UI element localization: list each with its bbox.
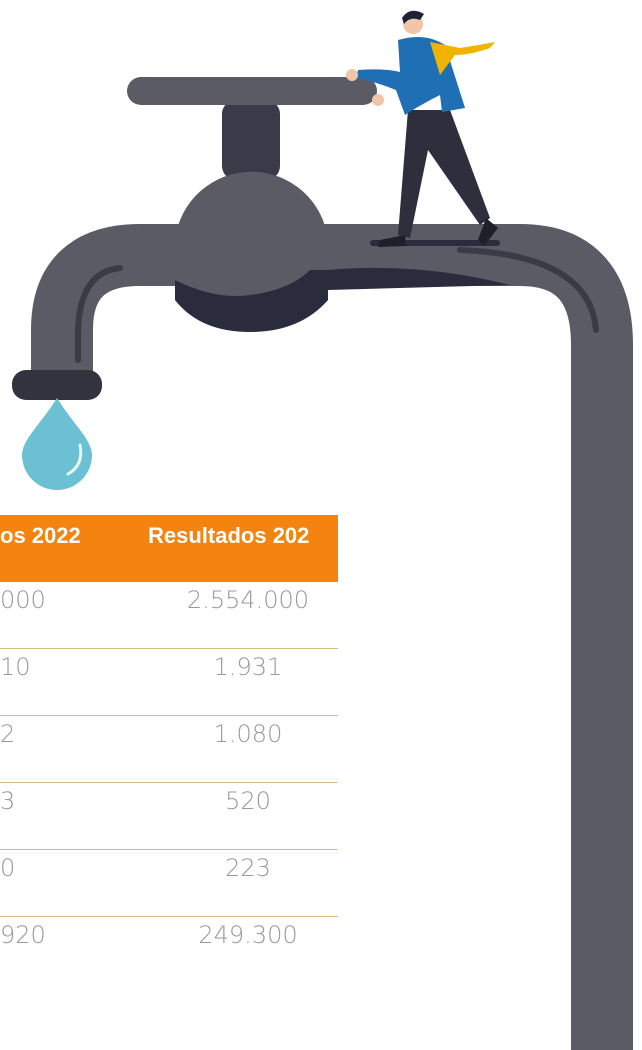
table-cell: 223 <box>225 854 271 882</box>
table-row: 3 520 <box>0 783 338 850</box>
table-row: 920 249.300 <box>0 917 338 983</box>
table-cell: 10 <box>0 653 31 681</box>
table-cell: 1.080 <box>213 720 283 748</box>
table-row: 2 1.080 <box>0 716 338 783</box>
table-header: os 2022 Resultados 202 <box>0 515 338 582</box>
table-row: 0 223 <box>0 850 338 917</box>
table-cell: 3 <box>0 787 16 815</box>
table-cell: 920 <box>0 921 46 949</box>
table-cell: 2 <box>0 720 16 748</box>
table-cell: 0 <box>0 854 16 882</box>
header-cell: Resultados 202 <box>148 523 310 548</box>
table-row: 10 1.931 <box>0 649 338 716</box>
table-cell: 2.554.000 <box>186 586 310 614</box>
results-table: os 2022 Resultados 202 000 2.554.000 10 1.9… <box>0 515 338 983</box>
table-row: 000 2.554.000 <box>0 582 338 649</box>
table-body: 000 2.554.000 10 1.931 2 1.080 3 520 0 223 920 249.… <box>0 582 338 983</box>
table-cell: 000 <box>0 586 46 614</box>
table-cell: 249.300 <box>198 921 298 949</box>
table-cell: 1.931 <box>213 653 283 681</box>
header-cell: os 2022 <box>0 523 81 548</box>
table-cell: 520 <box>225 787 271 815</box>
